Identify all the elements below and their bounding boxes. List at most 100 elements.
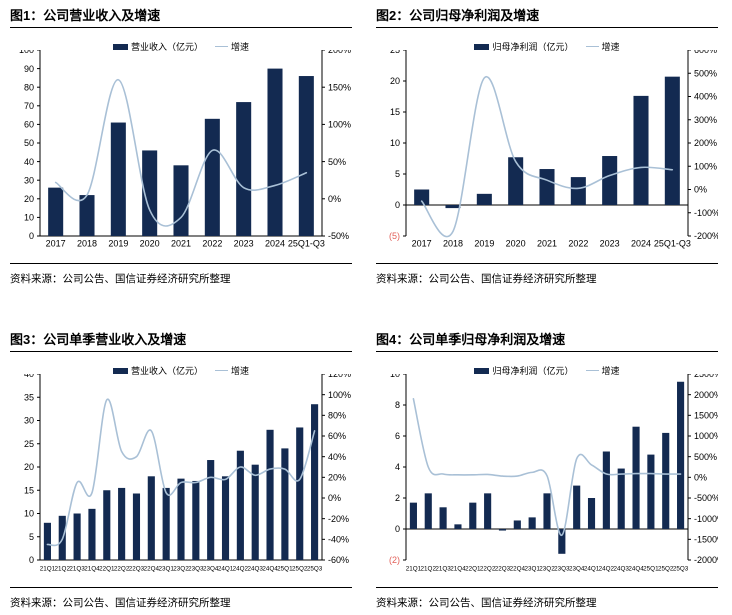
svg-text:23Q4: 23Q4 [203, 565, 219, 572]
svg-text:-50%: -50% [328, 231, 349, 241]
svg-text:22Q1: 22Q1 [99, 565, 115, 572]
svg-text:23Q4: 23Q4 [569, 565, 585, 572]
svg-text:60: 60 [24, 119, 34, 129]
svg-text:20: 20 [390, 76, 400, 86]
svg-text:22Q4: 22Q4 [510, 565, 526, 572]
svg-text:21Q1: 21Q1 [406, 565, 422, 572]
svg-text:25Q2: 25Q2 [292, 565, 308, 572]
svg-text:40: 40 [24, 374, 34, 379]
svg-text:4: 4 [395, 462, 400, 472]
svg-text:80: 80 [24, 82, 34, 92]
svg-text:20: 20 [24, 194, 34, 204]
svg-text:70: 70 [24, 101, 34, 111]
svg-text:21Q3: 21Q3 [435, 565, 451, 572]
svg-text:1500%: 1500% [694, 410, 718, 420]
svg-text:2020: 2020 [140, 238, 160, 248]
svg-text:0: 0 [29, 555, 34, 565]
svg-text:20: 20 [24, 462, 34, 472]
svg-text:21Q3: 21Q3 [69, 565, 85, 572]
svg-text:2000%: 2000% [694, 389, 718, 399]
svg-text:-500%: -500% [694, 493, 718, 503]
svg-text:10: 10 [24, 508, 34, 518]
svg-text:24Q4: 24Q4 [262, 565, 278, 572]
svg-text:2: 2 [395, 493, 400, 503]
svg-text:8: 8 [395, 400, 400, 410]
svg-text:25: 25 [390, 50, 400, 55]
svg-text:600%: 600% [694, 50, 717, 55]
svg-text:24Q1: 24Q1 [584, 565, 600, 572]
svg-text:120%: 120% [328, 374, 351, 379]
svg-text:25Q3: 25Q3 [307, 565, 323, 572]
svg-text:100%: 100% [328, 119, 351, 129]
svg-text:35: 35 [24, 392, 34, 402]
svg-text:2017: 2017 [412, 238, 432, 248]
svg-text:5: 5 [29, 531, 34, 541]
svg-text:100%: 100% [694, 161, 717, 171]
svg-text:23Q1: 23Q1 [158, 565, 174, 572]
svg-text:5: 5 [395, 169, 400, 179]
svg-text:25Q1-Q3: 25Q1-Q3 [654, 238, 691, 248]
svg-text:400%: 400% [694, 91, 717, 101]
svg-text:2022: 2022 [202, 238, 222, 248]
svg-text:25Q3: 25Q3 [673, 565, 689, 572]
svg-text:2020: 2020 [506, 238, 526, 248]
svg-text:2023: 2023 [234, 238, 254, 248]
svg-text:300%: 300% [694, 114, 717, 124]
svg-text:25Q2: 25Q2 [658, 565, 674, 572]
svg-text:10: 10 [24, 212, 34, 222]
svg-text:21Q1: 21Q1 [40, 565, 56, 572]
svg-text:-1500%: -1500% [694, 534, 718, 544]
svg-text:-20%: -20% [328, 513, 349, 523]
svg-text:30: 30 [24, 415, 34, 425]
svg-text:25Q1: 25Q1 [643, 565, 659, 572]
svg-text:-40%: -40% [328, 534, 349, 544]
svg-text:6: 6 [395, 431, 400, 441]
svg-text:-2000%: -2000% [694, 555, 718, 565]
svg-text:2021: 2021 [171, 238, 191, 248]
svg-text:500%: 500% [694, 68, 717, 78]
svg-text:15: 15 [24, 485, 34, 495]
svg-text:23Q1: 23Q1 [524, 565, 540, 572]
svg-text:50: 50 [24, 138, 34, 148]
svg-text:23Q2: 23Q2 [539, 565, 555, 572]
svg-text:23Q3: 23Q3 [188, 565, 204, 572]
svg-text:40: 40 [24, 156, 34, 166]
svg-text:23Q2: 23Q2 [173, 565, 189, 572]
svg-text:100%: 100% [328, 389, 351, 399]
svg-text:80%: 80% [328, 410, 346, 420]
svg-text:25Q1-Q3: 25Q1-Q3 [288, 238, 325, 248]
svg-text:200%: 200% [328, 50, 351, 55]
svg-text:2021: 2021 [537, 238, 557, 248]
svg-text:0%: 0% [694, 184, 707, 194]
svg-text:0%: 0% [328, 493, 341, 503]
svg-text:-60%: -60% [328, 555, 349, 565]
svg-text:2017: 2017 [46, 238, 66, 248]
svg-text:2024: 2024 [265, 238, 285, 248]
svg-text:2022: 2022 [568, 238, 588, 248]
svg-text:0: 0 [29, 231, 34, 241]
svg-text:200%: 200% [694, 138, 717, 148]
svg-text:0: 0 [395, 200, 400, 210]
svg-text:10: 10 [390, 374, 400, 379]
svg-text:20%: 20% [328, 472, 346, 482]
svg-text:(5): (5) [389, 231, 400, 241]
svg-text:22Q2: 22Q2 [480, 565, 496, 572]
svg-text:-200%: -200% [694, 231, 718, 241]
svg-text:2019: 2019 [474, 238, 494, 248]
svg-text:0%: 0% [328, 194, 341, 204]
svg-text:90: 90 [24, 63, 34, 73]
svg-text:2018: 2018 [77, 238, 97, 248]
svg-text:100: 100 [19, 50, 34, 55]
svg-text:(2): (2) [389, 555, 400, 565]
svg-text:24Q3: 24Q3 [248, 565, 264, 572]
svg-text:0%: 0% [694, 472, 707, 482]
svg-text:10: 10 [390, 138, 400, 148]
svg-text:22Q3: 22Q3 [129, 565, 145, 572]
svg-text:500%: 500% [694, 451, 717, 461]
svg-text:150%: 150% [328, 82, 351, 92]
svg-text:21Q2: 21Q2 [421, 565, 437, 572]
svg-text:15: 15 [390, 107, 400, 117]
svg-text:50%: 50% [328, 156, 346, 166]
svg-text:25: 25 [24, 438, 34, 448]
svg-text:22Q2: 22Q2 [114, 565, 130, 572]
